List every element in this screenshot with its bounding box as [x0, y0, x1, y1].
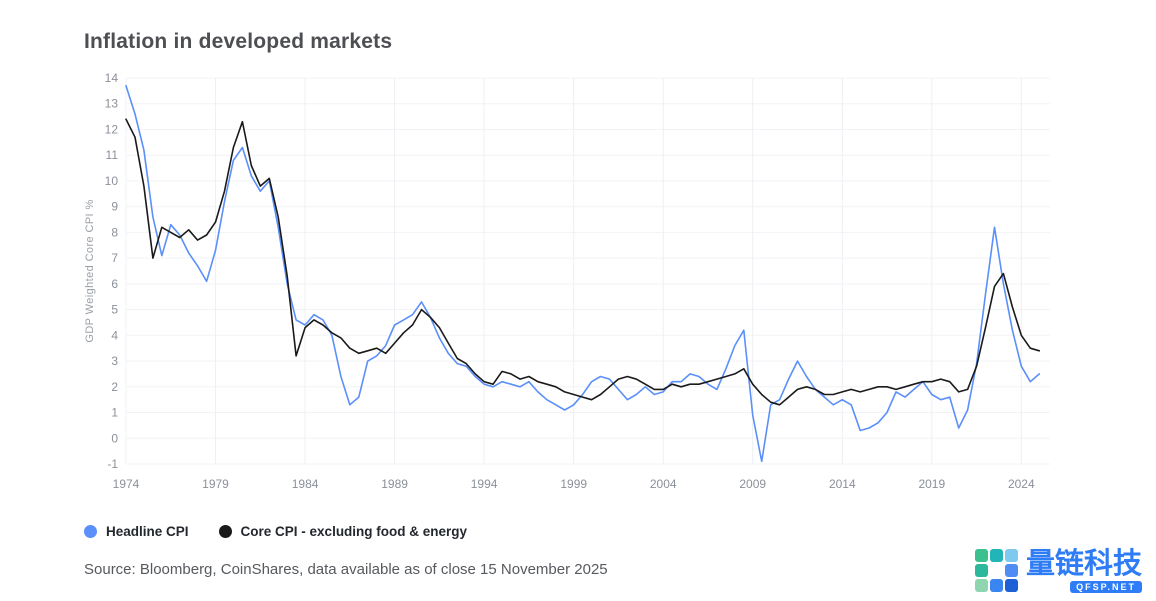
source-note: Source: Bloomberg, CoinShares, data avai…: [84, 561, 608, 578]
svg-text:6: 6: [111, 277, 118, 291]
svg-text:9: 9: [111, 200, 118, 214]
svg-text:2004: 2004: [650, 477, 677, 491]
brand-domain: QFSP.NET: [1070, 581, 1142, 593]
svg-text:0: 0: [111, 431, 118, 445]
svg-text:10: 10: [105, 174, 119, 188]
svg-text:-1: -1: [107, 457, 118, 471]
core-cpi-swatch-icon: [218, 525, 232, 538]
legend-label: Headline CPI: [106, 524, 189, 539]
svg-text:1984: 1984: [292, 477, 319, 491]
svg-text:1994: 1994: [471, 477, 498, 491]
svg-text:2024: 2024: [1008, 477, 1035, 491]
svg-text:GDP Weighted Core CPI %: GDP Weighted Core CPI %: [84, 199, 96, 342]
svg-text:1979: 1979: [202, 477, 229, 491]
svg-text:1: 1: [111, 406, 118, 420]
svg-text:11: 11: [106, 148, 119, 162]
svg-text:2: 2: [111, 380, 118, 394]
legend-item-headline-cpi: Headline CPI: [84, 524, 189, 539]
svg-text:7: 7: [111, 251, 118, 265]
svg-text:2019: 2019: [918, 477, 945, 491]
svg-text:1974: 1974: [113, 477, 140, 491]
legend-label: Core CPI - excluding food & energy: [240, 524, 468, 539]
brand-name: 量链科技: [1025, 547, 1142, 580]
svg-text:4: 4: [111, 328, 118, 342]
svg-text:5: 5: [111, 303, 118, 317]
page-title: Inflation in developed markets: [84, 30, 393, 53]
svg-text:2014: 2014: [829, 477, 856, 491]
svg-text:2009: 2009: [739, 477, 766, 491]
svg-text:3: 3: [111, 354, 118, 368]
svg-text:13: 13: [105, 97, 119, 111]
svg-text:1989: 1989: [381, 477, 408, 491]
legend-item-core-cpi: Core CPI - excluding food & energy: [218, 524, 468, 539]
brand-logo-icon: [974, 549, 1018, 593]
svg-text:12: 12: [105, 123, 119, 137]
svg-text:8: 8: [111, 225, 118, 239]
svg-text:1999: 1999: [560, 477, 587, 491]
brand-watermark: 量链科技 QFSP.NET: [974, 547, 1142, 593]
chart-legend: Headline CPI Core CPI - excluding food &…: [84, 524, 467, 539]
headline-cpi-swatch-icon: [84, 525, 97, 538]
svg-text:14: 14: [105, 71, 119, 85]
